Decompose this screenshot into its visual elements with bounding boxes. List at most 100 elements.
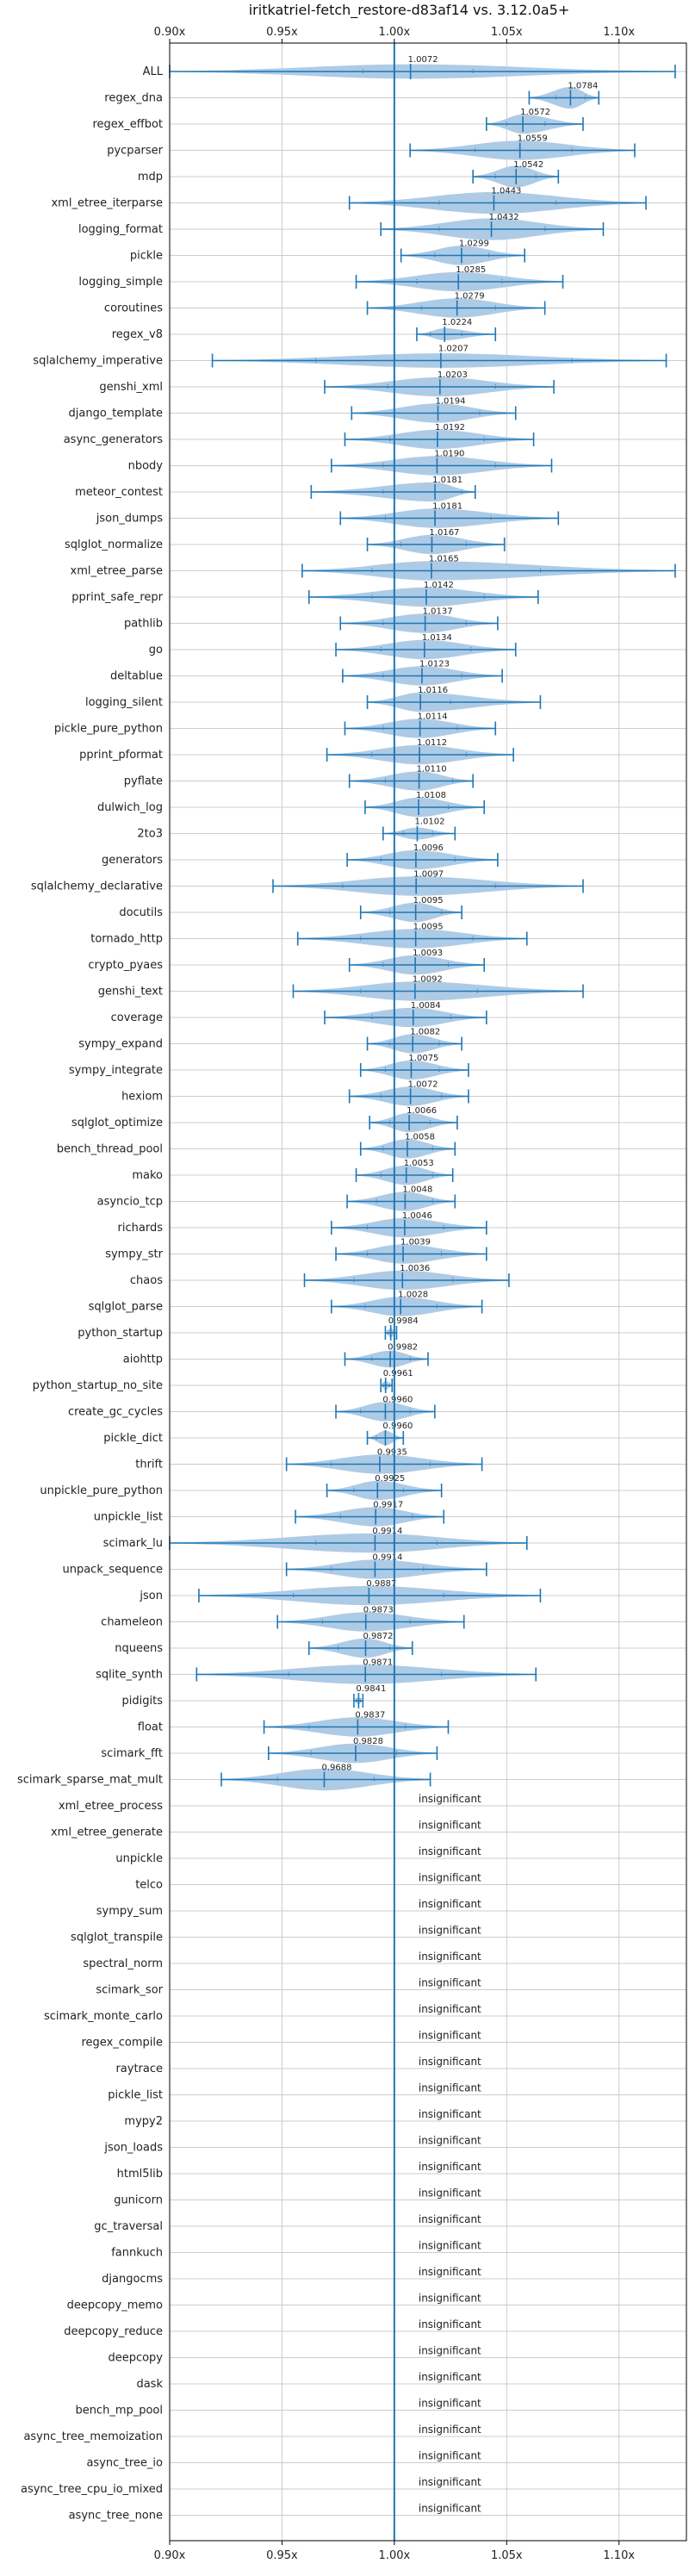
row-django-template: django_template 1.0194	[69, 397, 517, 423]
row-label: ALL	[143, 65, 164, 78]
row-dulwich-log: dulwich_log 1.0108	[97, 791, 486, 818]
row-label: deepcopy	[108, 2352, 163, 2365]
value-label: 1.0108	[416, 791, 446, 800]
row-nbody: nbody 1.0190	[128, 450, 553, 476]
value-label: 1.0097	[413, 870, 444, 880]
row-label: pickle_pure_python	[54, 723, 163, 736]
value-label: 1.0028	[398, 1291, 428, 1300]
row-pycparser: pycparser 1.0559	[107, 134, 636, 160]
row-label: deepcopy_memo	[67, 2299, 163, 2312]
row-label: hexiom	[121, 1091, 163, 1104]
row-gc-traversal: gc_traversal insignificant	[94, 2213, 481, 2233]
value-label: 1.0181	[432, 476, 462, 485]
row-label: sqlglot_normalize	[65, 538, 163, 551]
value-label: 1.0082	[410, 1028, 440, 1037]
row-sympy-str: sympy_str 1.0039	[105, 1238, 487, 1264]
value-label: 1.0084	[411, 1001, 441, 1011]
value-label: 1.0095	[413, 896, 444, 905]
value-label: 1.0039	[400, 1238, 431, 1248]
value-label: 0.9871	[363, 1658, 393, 1668]
row-label: xml_etree_iterparse	[51, 197, 163, 210]
insignificant-label: insignificant	[419, 2240, 481, 2252]
row-label: mdp	[138, 171, 163, 184]
row-xml-etree-generate: xml_etree_generate insignificant	[51, 1820, 481, 1839]
value-label: 0.9925	[375, 1474, 405, 1484]
value-label: 1.0190	[434, 450, 464, 459]
insignificant-label: insignificant	[419, 2135, 481, 2147]
row-chameleon: chameleon 0.9873	[101, 1606, 465, 1632]
insignificant-label: insignificant	[419, 2003, 481, 2015]
row-fannkuch: fannkuch insignificant	[111, 2240, 481, 2260]
row-scimark-fft: scimark_fft 0.9828	[101, 1737, 438, 1764]
row-spectral-norm: spectral_norm insignificant	[83, 1951, 481, 1970]
tick-label-bottom: 1.00x	[379, 2549, 411, 2562]
row-label: async_tree_io	[86, 2457, 163, 2470]
value-label: 1.0046	[402, 1211, 432, 1221]
insignificant-label: insignificant	[419, 1898, 481, 1910]
row-genshi-xml: genshi_xml 1.0203	[99, 370, 555, 397]
insignificant-label: insignificant	[419, 1977, 481, 1989]
value-label: 1.0207	[438, 345, 469, 354]
row-label: regex_v8	[112, 328, 163, 341]
value-label: 0.9841	[356, 1684, 386, 1694]
value-label: 1.0114	[418, 712, 448, 722]
value-label: 1.0134	[422, 633, 452, 643]
row-label: fannkuch	[111, 2247, 163, 2260]
value-label: 1.0058	[405, 1133, 435, 1142]
value-label: 1.0093	[413, 949, 443, 958]
row-label: logging_silent	[85, 696, 163, 709]
row-deltablue: deltablue 1.0123	[110, 660, 503, 686]
value-label: 1.0116	[418, 686, 448, 695]
row-label: async_generators	[64, 433, 164, 446]
value-label: 1.0075	[408, 1054, 438, 1063]
row-label: deepcopy_reduce	[64, 2325, 163, 2338]
value-label: 0.9935	[377, 1448, 407, 1458]
row-label: pprint_safe_repr	[71, 591, 163, 604]
row-sympy-expand: sympy_expand 1.0082	[78, 1028, 462, 1054]
row-label: json_loads	[103, 2142, 163, 2155]
insignificant-label: insignificant	[419, 1951, 481, 1963]
value-label: 1.0066	[407, 1106, 437, 1116]
row-label: pycparser	[107, 145, 163, 158]
row-label: scimark_lu	[103, 1537, 163, 1550]
row-label: scimark_monte_carlo	[44, 2010, 163, 2023]
row-unpickle-pure-python: unpickle_pure_python 0.9925	[40, 1474, 443, 1501]
value-label: 1.0102	[414, 818, 444, 827]
value-label: 1.0559	[518, 134, 548, 144]
row-label: mako	[132, 1169, 163, 1182]
value-label: 1.0542	[513, 160, 543, 170]
value-label: 1.0572	[520, 108, 550, 117]
row-sympy-integrate: sympy_integrate 1.0075	[69, 1054, 469, 1080]
value-label: 0.9961	[383, 1369, 413, 1378]
value-label: 0.9872	[363, 1632, 393, 1641]
row-tornado-http: tornado_http 1.0095	[90, 923, 528, 949]
value-label: 1.0123	[419, 660, 450, 669]
row-label: nqueens	[115, 1642, 163, 1655]
row-label: pickle	[130, 250, 163, 263]
insignificant-label: insignificant	[419, 2056, 481, 2068]
value-label: 1.0092	[413, 975, 443, 985]
value-label: 1.0224	[442, 318, 472, 327]
value-label: 0.9917	[373, 1501, 403, 1510]
row-async-tree-cpu-io-mixed: async_tree_cpu_io_mixed insignificant	[21, 2476, 481, 2496]
value-label: 1.0194	[435, 397, 465, 407]
insignificant-label: insignificant	[419, 2424, 481, 2436]
row-mako: mako 1.0053	[132, 1159, 454, 1185]
row-scimark-lu: scimark_lu 0.9914	[103, 1527, 528, 1553]
row-sqlglot-optimize: sqlglot_optimize 1.0066	[71, 1106, 458, 1133]
row-label: async_tree_memoization	[23, 2430, 163, 2443]
row-sqlglot-parse: sqlglot_parse 1.0028	[89, 1291, 483, 1316]
row-chaos: chaos 1.0036	[130, 1264, 510, 1291]
row-label: nbody	[128, 460, 164, 473]
row-deepcopy: deepcopy insignificant	[108, 2345, 481, 2365]
insignificant-label: insignificant	[419, 2266, 481, 2278]
row-label: pprint_pformat	[79, 749, 163, 762]
value-label: 1.0165	[429, 555, 459, 564]
row-label: sqlalchemy_imperative	[33, 355, 163, 368]
insignificant-label: insignificant	[419, 2476, 481, 2488]
value-label: 0.9982	[388, 1343, 418, 1353]
row-label: create_gc_cycles	[68, 1406, 163, 1419]
insignificant-label: insignificant	[419, 2450, 481, 2462]
value-label: 0.9984	[388, 1316, 419, 1326]
row-python-startup-no-site: python_startup_no_site 0.9961	[33, 1369, 413, 1393]
